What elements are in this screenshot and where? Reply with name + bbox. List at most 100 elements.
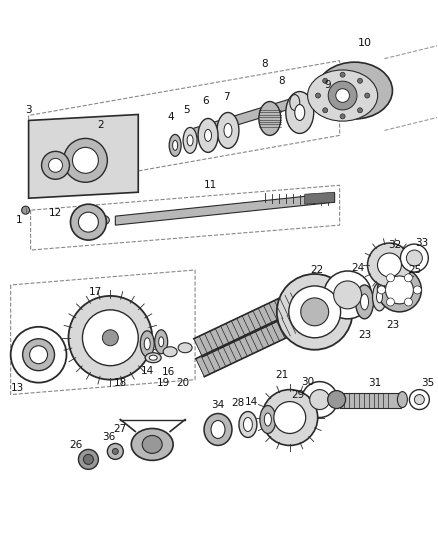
- Text: 29: 29: [291, 390, 304, 400]
- Ellipse shape: [142, 435, 162, 454]
- Circle shape: [357, 78, 363, 83]
- Ellipse shape: [173, 140, 178, 150]
- Text: 30: 30: [301, 377, 314, 386]
- Ellipse shape: [163, 347, 177, 357]
- Text: 31: 31: [368, 378, 381, 387]
- Ellipse shape: [131, 429, 173, 461]
- Circle shape: [64, 139, 107, 182]
- Text: 11: 11: [203, 180, 217, 190]
- Text: 4: 4: [168, 112, 174, 123]
- Circle shape: [42, 151, 70, 179]
- Circle shape: [82, 310, 138, 366]
- Ellipse shape: [149, 355, 157, 360]
- Circle shape: [23, 339, 54, 370]
- Text: 2: 2: [97, 120, 104, 131]
- Ellipse shape: [140, 331, 154, 357]
- Ellipse shape: [183, 127, 197, 154]
- Circle shape: [378, 253, 401, 277]
- Text: 14: 14: [141, 366, 154, 376]
- Polygon shape: [305, 192, 335, 204]
- Circle shape: [83, 455, 93, 464]
- Circle shape: [310, 390, 330, 409]
- Circle shape: [107, 443, 124, 459]
- Text: 1: 1: [15, 215, 22, 225]
- Text: 3: 3: [25, 106, 32, 116]
- Circle shape: [386, 274, 395, 282]
- Circle shape: [340, 72, 345, 77]
- Text: 23: 23: [386, 320, 399, 330]
- Circle shape: [315, 93, 321, 98]
- Circle shape: [385, 276, 413, 304]
- Text: 7: 7: [223, 92, 229, 102]
- Circle shape: [336, 88, 350, 102]
- Text: 14: 14: [245, 397, 258, 407]
- Polygon shape: [194, 293, 299, 357]
- Circle shape: [11, 327, 67, 383]
- Ellipse shape: [372, 283, 386, 311]
- Circle shape: [378, 268, 421, 312]
- Ellipse shape: [307, 70, 378, 121]
- Ellipse shape: [211, 421, 225, 439]
- Ellipse shape: [317, 62, 392, 119]
- Circle shape: [289, 286, 341, 338]
- Text: 22: 22: [310, 265, 323, 275]
- Text: 19: 19: [156, 378, 170, 387]
- Text: 35: 35: [421, 378, 434, 387]
- Polygon shape: [28, 115, 138, 198]
- Text: 16: 16: [162, 367, 175, 377]
- Circle shape: [357, 108, 363, 113]
- Text: 8: 8: [279, 76, 285, 86]
- Ellipse shape: [356, 285, 374, 319]
- Circle shape: [414, 394, 424, 405]
- Circle shape: [386, 298, 395, 306]
- Circle shape: [404, 274, 413, 282]
- Circle shape: [78, 449, 99, 470]
- Text: 20: 20: [177, 378, 190, 387]
- Ellipse shape: [205, 130, 212, 141]
- Ellipse shape: [286, 92, 314, 133]
- Polygon shape: [339, 393, 401, 408]
- Circle shape: [72, 148, 99, 173]
- Text: 36: 36: [102, 432, 115, 442]
- Text: 28: 28: [231, 398, 244, 408]
- Polygon shape: [193, 98, 295, 139]
- Circle shape: [340, 114, 345, 119]
- Ellipse shape: [187, 135, 193, 146]
- Circle shape: [274, 401, 306, 433]
- Text: 13: 13: [11, 383, 24, 393]
- Circle shape: [367, 243, 411, 287]
- Text: 18: 18: [114, 378, 127, 387]
- Text: 34: 34: [212, 400, 225, 409]
- Circle shape: [68, 296, 152, 379]
- Circle shape: [324, 271, 371, 319]
- Circle shape: [400, 244, 428, 272]
- Text: 12: 12: [49, 208, 62, 218]
- Circle shape: [378, 286, 385, 294]
- Ellipse shape: [178, 343, 192, 353]
- Circle shape: [302, 382, 338, 417]
- Text: 27: 27: [114, 424, 127, 434]
- Text: 17: 17: [89, 287, 102, 297]
- Ellipse shape: [259, 101, 281, 135]
- Circle shape: [404, 298, 413, 306]
- Ellipse shape: [244, 417, 252, 432]
- Circle shape: [328, 391, 346, 409]
- Text: 23: 23: [358, 330, 371, 340]
- Text: 33: 33: [415, 238, 428, 248]
- Ellipse shape: [360, 294, 368, 310]
- Ellipse shape: [169, 134, 181, 156]
- Ellipse shape: [265, 413, 271, 426]
- Text: 21: 21: [275, 370, 289, 379]
- Circle shape: [365, 93, 370, 98]
- Ellipse shape: [198, 118, 218, 152]
- Text: 8: 8: [261, 59, 268, 69]
- Ellipse shape: [260, 406, 276, 433]
- Ellipse shape: [295, 104, 305, 120]
- Ellipse shape: [224, 124, 232, 138]
- Circle shape: [21, 206, 30, 214]
- Circle shape: [30, 346, 48, 364]
- Circle shape: [334, 281, 361, 309]
- Polygon shape: [115, 193, 335, 225]
- Circle shape: [102, 330, 118, 346]
- Ellipse shape: [145, 353, 161, 362]
